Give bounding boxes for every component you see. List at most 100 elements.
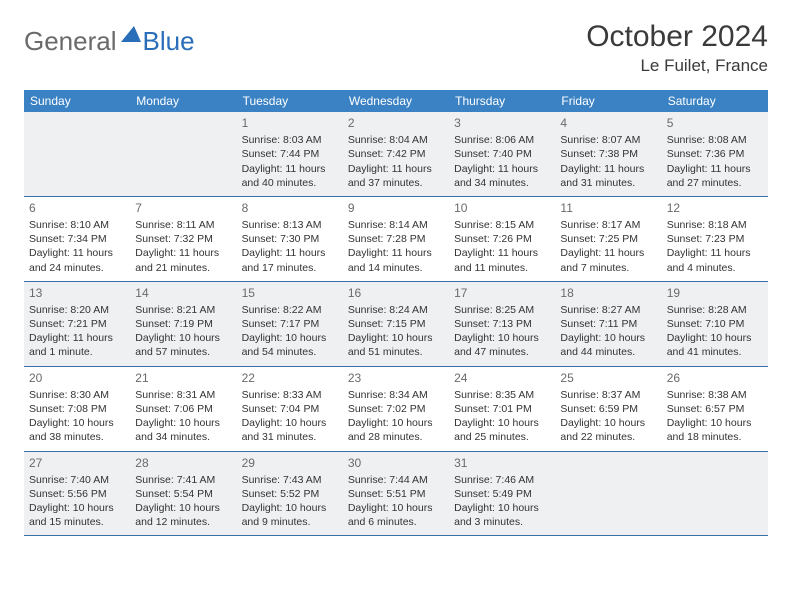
sunset-text: Sunset: 7:26 PM xyxy=(454,232,550,246)
sunrise-text: Sunrise: 8:21 AM xyxy=(135,303,231,317)
day-details: Sunrise: 7:46 AMSunset: 5:49 PMDaylight:… xyxy=(454,473,550,530)
day-number: 4 xyxy=(560,115,656,131)
sunrise-text: Sunrise: 7:40 AM xyxy=(29,473,125,487)
sunset-text: Sunset: 7:19 PM xyxy=(135,317,231,331)
day-details: Sunrise: 8:30 AMSunset: 7:08 PMDaylight:… xyxy=(29,388,125,445)
day-cell: 17Sunrise: 8:25 AMSunset: 7:13 PMDayligh… xyxy=(449,282,555,366)
week-row: 27Sunrise: 7:40 AMSunset: 5:56 PMDayligh… xyxy=(24,452,768,537)
day-cell: 8 Sunrise: 8:13 AMSunset: 7:30 PMDaylight… xyxy=(237,197,343,281)
day-headers-row: Sunday Monday Tuesday Wednesday Thursday… xyxy=(24,90,768,112)
daylight-text: Daylight: 10 hours and 9 minutes. xyxy=(242,501,338,529)
sunrise-text: Sunrise: 8:24 AM xyxy=(348,303,444,317)
day-number: 29 xyxy=(242,455,338,471)
sunrise-text: Sunrise: 8:33 AM xyxy=(242,388,338,402)
day-cell: 7Sunrise: 8:11 AMSunset: 7:32 PMDaylight… xyxy=(130,197,236,281)
day-cell: 9Sunrise: 8:14 AMSunset: 7:28 PMDaylight… xyxy=(343,197,449,281)
day-cell: 19Sunrise: 8:28 AMSunset: 7:10 PMDayligh… xyxy=(662,282,768,366)
day-number: 15 xyxy=(242,285,338,301)
day-number: 21 xyxy=(135,370,231,386)
sunrise-text: Sunrise: 7:44 AM xyxy=(348,473,444,487)
day-details: Sunrise: 8:11 AMSunset: 7:32 PMDaylight:… xyxy=(135,218,231,275)
day-number: 30 xyxy=(348,455,444,471)
sunrise-text: Sunrise: 7:43 AM xyxy=(242,473,338,487)
day-cell xyxy=(24,112,130,196)
sunset-text: Sunset: 7:32 PM xyxy=(135,232,231,246)
day-cell xyxy=(555,452,661,536)
day-number: 6 xyxy=(29,200,125,216)
sunrise-text: Sunrise: 8:25 AM xyxy=(454,303,550,317)
day-number: 3 xyxy=(454,115,550,131)
day-header: Sunday xyxy=(24,90,130,112)
daylight-text: Daylight: 10 hours and 22 minutes. xyxy=(560,416,656,444)
daylight-text: Daylight: 11 hours and 4 minutes. xyxy=(667,246,763,274)
sunrise-text: Sunrise: 8:06 AM xyxy=(454,133,550,147)
day-details: Sunrise: 8:35 AMSunset: 7:01 PMDaylight:… xyxy=(454,388,550,445)
week-row: 6 Sunrise: 8:10 AMSunset: 7:34 PMDaylight… xyxy=(24,197,768,282)
daylight-text: Daylight: 11 hours and 31 minutes. xyxy=(560,162,656,190)
day-details: Sunrise: 8:18 AMSunset: 7:23 PMDaylight:… xyxy=(667,218,763,275)
sunset-text: Sunset: 6:57 PM xyxy=(667,402,763,416)
week-row: 1Sunrise: 8:03 AMSunset: 7:44 PMDaylight… xyxy=(24,112,768,197)
day-details: Sunrise: 8:13 AMSunset: 7:30 PMDaylight:… xyxy=(242,218,338,275)
daylight-text: Daylight: 10 hours and 3 minutes. xyxy=(454,501,550,529)
day-details: Sunrise: 7:41 AMSunset: 5:54 PMDaylight:… xyxy=(135,473,231,530)
sunset-text: Sunset: 7:36 PM xyxy=(667,147,763,161)
day-number: 28 xyxy=(135,455,231,471)
day-cell: 29 Sunrise: 7:43 AMSunset: 5:52 PMDayligh… xyxy=(237,452,343,536)
day-number: 17 xyxy=(454,285,550,301)
day-details: Sunrise: 8:33 AMSunset: 7:04 PMDaylight:… xyxy=(242,388,338,445)
sunrise-text: Sunrise: 8:31 AM xyxy=(135,388,231,402)
sunrise-text: Sunrise: 8:11 AM xyxy=(135,218,231,232)
day-details: Sunrise: 8:07 AMSunset: 7:38 PMDaylight:… xyxy=(560,133,656,190)
daylight-text: Daylight: 11 hours and 24 minutes. xyxy=(29,246,125,274)
daylight-text: Daylight: 10 hours and 15 minutes. xyxy=(29,501,125,529)
sunset-text: Sunset: 7:15 PM xyxy=(348,317,444,331)
day-header: Friday xyxy=(555,90,661,112)
day-cell: 31Sunrise: 7:46 AMSunset: 5:49 PMDayligh… xyxy=(449,452,555,536)
day-cell: 22 Sunrise: 8:33 AMSunset: 7:04 PMDayligh… xyxy=(237,367,343,451)
month-title: October 2024 xyxy=(586,20,768,54)
daylight-text: Daylight: 10 hours and 57 minutes. xyxy=(135,331,231,359)
day-number: 25 xyxy=(560,370,656,386)
sunset-text: Sunset: 5:52 PM xyxy=(242,487,338,501)
sunrise-text: Sunrise: 8:15 AM xyxy=(454,218,550,232)
sunset-text: Sunset: 7:40 PM xyxy=(454,147,550,161)
sunrise-text: Sunrise: 8:28 AM xyxy=(667,303,763,317)
daylight-text: Daylight: 11 hours and 34 minutes. xyxy=(454,162,550,190)
sunset-text: Sunset: 7:42 PM xyxy=(348,147,444,161)
daylight-text: Daylight: 10 hours and 47 minutes. xyxy=(454,331,550,359)
sunrise-text: Sunrise: 8:08 AM xyxy=(667,133,763,147)
day-number: 9 xyxy=(348,200,444,216)
day-cell: 30 Sunrise: 7:44 AMSunset: 5:51 PMDayligh… xyxy=(343,452,449,536)
sunset-text: Sunset: 7:25 PM xyxy=(560,232,656,246)
daylight-text: Daylight: 11 hours and 40 minutes. xyxy=(242,162,338,190)
day-number: 22 xyxy=(242,370,338,386)
daylight-text: Daylight: 11 hours and 7 minutes. xyxy=(560,246,656,274)
sunrise-text: Sunrise: 8:38 AM xyxy=(667,388,763,402)
daylight-text: Daylight: 11 hours and 14 minutes. xyxy=(348,246,444,274)
day-number: 10 xyxy=(454,200,550,216)
day-details: Sunrise: 7:40 AMSunset: 5:56 PMDaylight:… xyxy=(29,473,125,530)
sunset-text: Sunset: 7:04 PM xyxy=(242,402,338,416)
day-number: 23 xyxy=(348,370,444,386)
day-number: 8 xyxy=(242,200,338,216)
sunset-text: Sunset: 5:56 PM xyxy=(29,487,125,501)
day-number: 18 xyxy=(560,285,656,301)
sunrise-text: Sunrise: 8:17 AM xyxy=(560,218,656,232)
daylight-text: Daylight: 11 hours and 27 minutes. xyxy=(667,162,763,190)
daylight-text: Daylight: 10 hours and 18 minutes. xyxy=(667,416,763,444)
brand-part-2: Blue xyxy=(143,26,195,57)
day-details: Sunrise: 7:44 AMSunset: 5:51 PMDaylight:… xyxy=(348,473,444,530)
sunset-text: Sunset: 7:10 PM xyxy=(667,317,763,331)
day-cell: 27Sunrise: 7:40 AMSunset: 5:56 PMDayligh… xyxy=(24,452,130,536)
day-details: Sunrise: 8:37 AMSunset: 6:59 PMDaylight:… xyxy=(560,388,656,445)
sunset-text: Sunset: 7:11 PM xyxy=(560,317,656,331)
day-cell: 4 Sunrise: 8:07 AMSunset: 7:38 PMDaylight… xyxy=(555,112,661,196)
sunset-text: Sunset: 7:23 PM xyxy=(667,232,763,246)
day-cell: 6 Sunrise: 8:10 AMSunset: 7:34 PMDaylight… xyxy=(24,197,130,281)
week-row: 20Sunrise: 8:30 AMSunset: 7:08 PMDayligh… xyxy=(24,367,768,452)
calendar-grid: Sunday Monday Tuesday Wednesday Thursday… xyxy=(24,90,768,536)
day-details: Sunrise: 8:31 AMSunset: 7:06 PMDaylight:… xyxy=(135,388,231,445)
day-details: Sunrise: 8:10 AMSunset: 7:34 PMDaylight:… xyxy=(29,218,125,275)
daylight-text: Daylight: 10 hours and 6 minutes. xyxy=(348,501,444,529)
